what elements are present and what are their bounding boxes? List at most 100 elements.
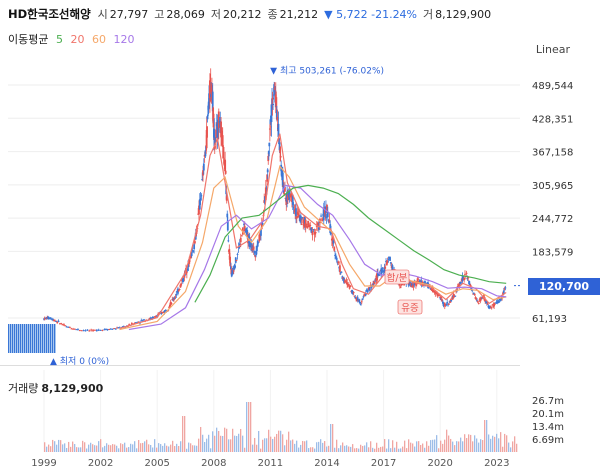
- candle-body: [335, 257, 338, 261]
- volume-bar: [266, 438, 268, 452]
- candle-body: [180, 283, 183, 286]
- volume-bar: [332, 424, 334, 452]
- volume-bar: [436, 435, 438, 452]
- close-value: 21,212: [279, 8, 319, 21]
- candle-body: [47, 318, 50, 320]
- early-block-bar: [54, 324, 55, 353]
- candle-body: [256, 240, 259, 247]
- candle-body: [446, 301, 449, 303]
- volume-bar: [344, 445, 346, 452]
- candle-body: [63, 324, 65, 326]
- candle-body: [94, 329, 96, 331]
- rights-marker[interactable]: 유증: [397, 299, 423, 315]
- candle-body: [103, 329, 106, 331]
- ma-label: 이동평균: [8, 33, 49, 46]
- candle-body: [243, 223, 245, 225]
- candle-body: [229, 263, 232, 265]
- candle-body: [432, 290, 435, 292]
- early-block-bar: [44, 324, 45, 353]
- candle-body: [88, 330, 91, 332]
- candle-body: [260, 222, 263, 229]
- ma-line-20: [119, 133, 507, 329]
- volume-bar: [328, 445, 330, 452]
- time-tick-label: 2017: [371, 458, 396, 469]
- candle-body: [114, 328, 117, 330]
- candle-body: [173, 299, 175, 301]
- volume-bar: [302, 440, 304, 452]
- candle-body: [477, 301, 479, 303]
- candle-body: [192, 250, 195, 252]
- candle-body: [295, 208, 297, 217]
- candle-body: [48, 317, 51, 319]
- volume-bars: [44, 402, 518, 452]
- candle-body: [318, 227, 320, 230]
- candle-body: [312, 229, 315, 231]
- volume-bar: [186, 448, 188, 452]
- volume-bar: [260, 448, 262, 452]
- candle-body: [310, 227, 313, 233]
- candle-body: [466, 278, 469, 280]
- volume-bar: [240, 428, 242, 452]
- candle-body: [321, 218, 324, 222]
- price-tick-label: 244,772: [532, 214, 573, 225]
- candle-body: [372, 284, 374, 286]
- volume-bar: [376, 442, 378, 452]
- volume-bar: [136, 448, 138, 452]
- volume-bar: [444, 439, 446, 452]
- candle-body: [387, 258, 390, 260]
- merge-marker[interactable]: 합/분: [384, 269, 410, 285]
- candle-body: [475, 298, 478, 300]
- candle-body: [90, 329, 93, 331]
- candle-body: [360, 303, 362, 305]
- candle-body: [381, 270, 383, 273]
- candle-body: [151, 317, 154, 320]
- candle-body: [199, 198, 202, 201]
- candle-body: [269, 119, 272, 125]
- candle-body: [55, 320, 58, 322]
- candle-body: [163, 310, 166, 313]
- volume-bar: [362, 445, 364, 452]
- volume-panel-label: 거래량 8,129,900: [8, 380, 103, 396]
- volume-bar: [350, 446, 352, 452]
- candle-body: [316, 222, 319, 226]
- candle-body: [322, 209, 325, 221]
- volume-bar: [206, 438, 208, 452]
- volume-bar: [456, 441, 458, 452]
- candle-body: [467, 277, 470, 279]
- volume-panel-title: 거래량: [8, 382, 39, 395]
- volume-bar: [278, 430, 280, 452]
- candle-body: [306, 225, 309, 229]
- candle-body: [157, 314, 159, 316]
- candle-body: [190, 252, 193, 256]
- volume-bar: [158, 443, 160, 452]
- candle-body: [381, 267, 384, 269]
- early-block-bar: [52, 324, 53, 353]
- candle-body: [462, 276, 465, 278]
- candle-body: [456, 286, 459, 288]
- candle-body: [345, 280, 348, 282]
- volume-bar: [482, 440, 484, 452]
- volume-bar: [130, 443, 132, 452]
- volume-tick-label: 20.1m: [532, 409, 564, 420]
- scale-toggle[interactable]: Linear: [535, 43, 570, 56]
- candle-body: [182, 277, 185, 281]
- candle-body: [254, 255, 257, 258]
- candle-body: [68, 327, 71, 329]
- candle-body: [451, 297, 453, 300]
- candle-body: [149, 318, 152, 320]
- volume-bar: [360, 444, 362, 452]
- volume-bar: [194, 445, 196, 452]
- candle-body: [225, 196, 228, 201]
- volume-bar: [146, 439, 148, 452]
- moving-average-legend[interactable]: 이동평균 5 20 60 120: [8, 31, 138, 47]
- volume-bar: [380, 446, 382, 452]
- candle-body: [73, 328, 76, 330]
- candle-body: [168, 307, 170, 309]
- volume-bar: [148, 444, 150, 452]
- candle-body: [226, 213, 229, 218]
- volume-bar: [230, 439, 232, 452]
- volume-bar: [238, 433, 240, 452]
- volume-panel-value: 8,129,900: [41, 382, 104, 395]
- candle-body: [315, 225, 318, 227]
